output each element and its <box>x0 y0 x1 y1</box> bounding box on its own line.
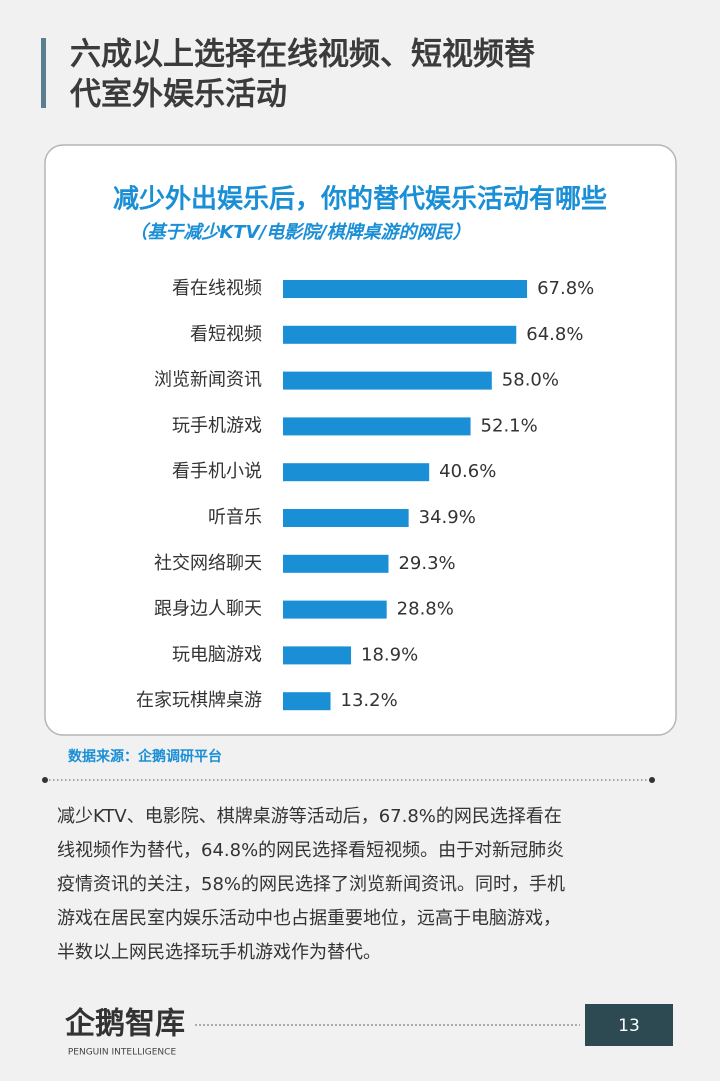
body-line: 游戏在居民室内娱乐活动中也占据重要地位，远高于电脑游戏， <box>57 908 561 929</box>
divider-dot <box>42 777 48 783</box>
logo: 企鹅智库 <box>65 1007 185 1042</box>
page-title: 六成以上选择在线视频、短视频替 <box>70 37 535 73</box>
bar <box>283 371 492 390</box>
category-label: 玩电脑游戏 <box>172 644 262 665</box>
category-label: 看在线视频 <box>172 278 262 299</box>
divider-dot <box>649 777 655 783</box>
value-label: 52.1% <box>481 415 538 436</box>
bar <box>283 646 352 665</box>
value-label: 40.6% <box>439 461 496 482</box>
bar <box>283 554 389 573</box>
value-label: 34.9% <box>419 507 476 528</box>
category-label: 社交网络聊天 <box>154 553 262 574</box>
bar <box>283 463 430 482</box>
body-line: 线视频作为替代，64.8%的网民选择看短视频。由于对新冠肺炎 <box>57 840 564 861</box>
bar <box>283 280 528 298</box>
category-label: 在家玩棋牌桌游 <box>136 690 262 711</box>
body-line: 半数以上网民选择玩手机游戏作为替代。 <box>57 942 381 963</box>
bar <box>283 325 517 344</box>
page-title: 代室外娱乐活动 <box>69 77 287 113</box>
value-label: 29.3% <box>398 553 455 574</box>
value-label: 67.8% <box>537 278 594 299</box>
page-number-box <box>585 1004 673 1046</box>
value-label: 18.9% <box>361 644 418 665</box>
chart-subtitle: （基于减少KTV/电影院/棋牌桌游的网民） <box>129 222 470 243</box>
value-label: 28.8% <box>397 599 454 620</box>
category-label: 看手机小说 <box>172 461 262 482</box>
category-label: 看短视频 <box>190 324 262 345</box>
page-number: 13 <box>618 1016 640 1036</box>
chart-title: 减少外出娱乐后，你的替代娱乐活动有哪些 <box>113 184 607 215</box>
bar <box>283 509 409 527</box>
bar <box>283 417 471 436</box>
category-label: 跟身边人聊天 <box>154 599 262 620</box>
source: 数据来源：企鹅调研平台 <box>68 748 222 765</box>
category-label: 听音乐 <box>208 507 262 528</box>
category-label: 玩手机游戏 <box>172 415 262 436</box>
body-line: 减少KTV、电影院、棋牌桌游等活动后，67.8%的网民选择看在 <box>57 806 562 827</box>
bar <box>283 692 331 711</box>
logo-subtitle: PENGUIN INTELLIGENCE <box>68 1048 177 1058</box>
category-label: 浏览新闻资讯 <box>154 370 262 391</box>
title-accent <box>41 38 46 108</box>
body-line: 疫情资讯的关注，58%的网民选择了浏览新闻资讯。同时，手机 <box>57 874 565 895</box>
value-label: 64.8% <box>526 324 583 345</box>
value-label: 13.2% <box>341 690 398 711</box>
bar <box>283 600 387 619</box>
value-label: 58.0% <box>502 370 559 391</box>
body-text: 减少KTV、电影院、棋牌桌游等活动后，67.8%的网民选择看在线视频作为替代，6… <box>57 806 565 963</box>
